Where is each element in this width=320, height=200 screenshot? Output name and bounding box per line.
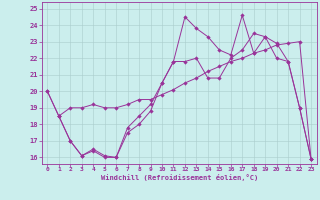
- X-axis label: Windchill (Refroidissement éolien,°C): Windchill (Refroidissement éolien,°C): [100, 174, 258, 181]
